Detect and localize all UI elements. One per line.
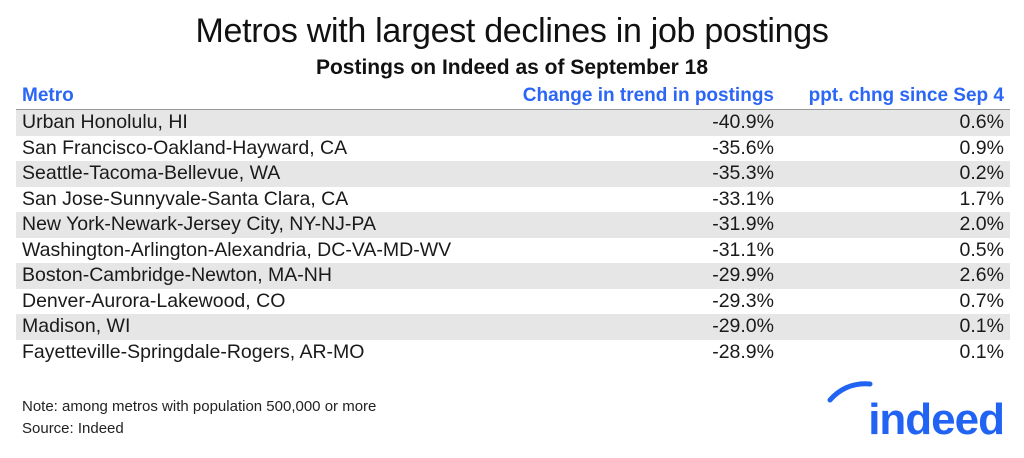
metro-cell: Madison, WI xyxy=(22,315,131,337)
table-row: Madison, WI -29.0% 0.1% xyxy=(16,314,1010,340)
indeed-logo: indeed xyxy=(827,381,1005,444)
table-row: New York-Newark-Jersey City, NY-NJ-PA -31… xyxy=(16,212,1010,238)
note-text: Note: among metros with population 500,0… xyxy=(22,398,377,415)
change-in-trend-cell: -35.6% xyxy=(712,136,774,159)
table-header-row: Metro Change in trend in postings ppt. c… xyxy=(16,83,1010,110)
change-in-trend-cell: -31.9% xyxy=(712,213,774,235)
change-in-trend-cell: -29.0% xyxy=(712,315,774,337)
table-row: Urban Honolulu, HI -40.9% 0.6% xyxy=(16,110,1010,136)
ppt-change-cell: 2.6% xyxy=(959,264,1004,286)
chart-subtitle: Postings on Indeed as of September 18 xyxy=(315,56,709,79)
chart-title: Metros with largest declines in job post… xyxy=(195,12,829,50)
metro-cell: Seattle-Tacoma-Bellevue, WA xyxy=(22,162,281,184)
column-header-ppt-change: ppt. chng since Sep 4 xyxy=(808,85,1004,106)
metro-cell: Boston-Cambridge-Newton, MA-NH xyxy=(22,264,332,286)
data-table: Metro Change in trend in postings ppt. c… xyxy=(16,83,1010,365)
metro-cell: San Francisco-Oakland-Hayward, CA xyxy=(22,136,348,159)
column-header-metro: Metro xyxy=(22,85,74,106)
ppt-change-cell: 1.7% xyxy=(959,187,1004,210)
ppt-change-cell: 2.0% xyxy=(959,213,1004,235)
ppt-change-cell: 0.7% xyxy=(959,289,1004,312)
ppt-change-cell: 0.9% xyxy=(959,136,1004,159)
ppt-change-cell: 0.1% xyxy=(959,315,1004,337)
source-text: Source: Indeed xyxy=(22,420,124,437)
table-row: Fayetteville-Springdale-Rogers, AR-MO -28… xyxy=(16,340,1010,366)
metro-cell: Denver-Aurora-Lakewood, CO xyxy=(22,289,286,312)
ppt-change-cell: 0.6% xyxy=(959,111,1004,133)
change-in-trend-cell: -35.3% xyxy=(712,162,774,184)
ppt-change-cell: 0.5% xyxy=(959,238,1004,261)
ppt-change-cell: 0.2% xyxy=(959,162,1004,184)
footnotes: Note: among metros with population 500,0… xyxy=(22,396,376,440)
metro-cell: Urban Honolulu, HI xyxy=(22,111,188,133)
metro-cell: New York-Newark-Jersey City, NY-NJ-PA xyxy=(22,213,376,235)
change-in-trend-cell: -31.1% xyxy=(712,238,774,261)
table-row: Washington-Arlington-Alexandria, DC-VA-M… xyxy=(16,238,1010,264)
table-row: Seattle-Tacoma-Bellevue, WA -35.3% 0.2% xyxy=(16,161,1010,187)
ppt-change-cell: 0.1% xyxy=(959,340,1004,363)
change-in-trend-cell: -40.9% xyxy=(712,111,774,133)
table-row: Boston-Cambridge-Newton, MA-NH -29.9% 2.6% xyxy=(16,263,1010,289)
metro-cell: Fayetteville-Springdale-Rogers, AR-MO xyxy=(22,340,365,363)
metro-cell: San Jose-Sunnyvale-Santa Clara, CA xyxy=(22,187,349,210)
change-in-trend-cell: -29.3% xyxy=(712,289,774,312)
table-row: Denver-Aurora-Lakewood, CO -29.3% 0.7% xyxy=(16,289,1010,315)
indeed-logo-arc xyxy=(827,381,873,403)
change-in-trend-cell: -28.9% xyxy=(712,340,774,363)
indeed-logo-wordmark: indeed xyxy=(868,395,1004,444)
table-row: San Jose-Sunnyvale-Santa Clara, CA -33.1%… xyxy=(16,187,1010,213)
metro-cell: Washington-Arlington-Alexandria, DC-VA-M… xyxy=(22,238,452,261)
change-in-trend-cell: -29.9% xyxy=(712,264,774,286)
change-in-trend-cell: -33.1% xyxy=(712,187,774,210)
table-row: San Francisco-Oakland-Hayward, CA -35.6% 0… xyxy=(16,136,1010,162)
table-body: Urban Honolulu, HI -40.9% 0.6% San Francisc… xyxy=(16,110,1010,365)
column-header-change-in-trend: Change in trend in postings xyxy=(522,85,774,106)
